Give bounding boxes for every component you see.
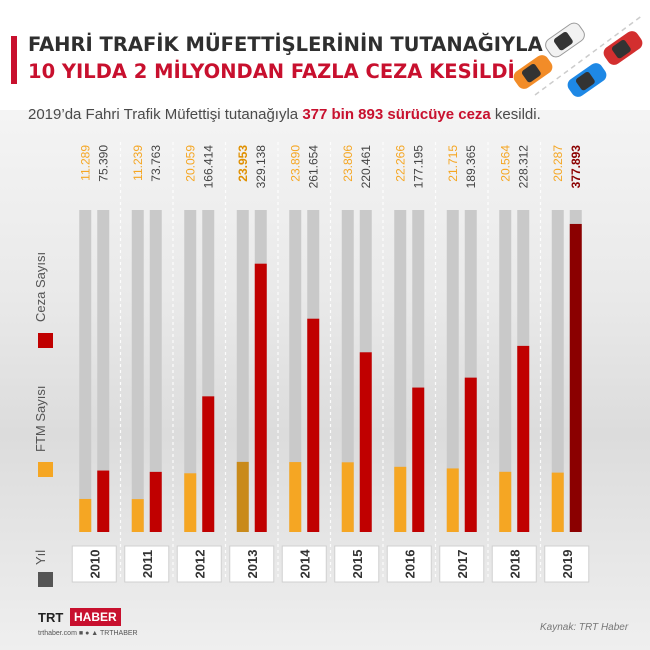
ceza-bar bbox=[569, 223, 582, 533]
ftm-bar bbox=[499, 471, 512, 532]
ftm-bar bbox=[446, 468, 459, 532]
ftm-bar bbox=[184, 473, 197, 532]
ftm-track bbox=[131, 210, 144, 532]
ceza-bar bbox=[307, 318, 320, 532]
logo-haber-text: HABER bbox=[70, 608, 121, 626]
ceza-track bbox=[97, 210, 110, 532]
ftm-value-label: 11.239 bbox=[131, 145, 145, 181]
ceza-bar bbox=[412, 387, 425, 532]
ceza-value-label: 329.138 bbox=[254, 145, 268, 189]
ftm-bar bbox=[289, 462, 302, 532]
year-label: 2019 bbox=[560, 550, 575, 579]
ftm-track bbox=[394, 210, 407, 532]
ftm-track bbox=[499, 210, 512, 532]
ceza-bar bbox=[202, 396, 215, 532]
ftm-bar bbox=[551, 472, 564, 532]
instagram-icon: ● bbox=[85, 630, 90, 637]
year-box bbox=[439, 545, 485, 583]
ftm-value-label: 20.059 bbox=[183, 145, 197, 182]
ceza-value-label: 75.390 bbox=[96, 145, 110, 182]
year-box bbox=[176, 545, 222, 583]
ceza-value-label: 73.763 bbox=[149, 145, 163, 182]
ceza-value-label: 166.414 bbox=[201, 145, 215, 189]
ftm-track bbox=[184, 210, 197, 532]
facebook-icon: ■ bbox=[78, 630, 84, 637]
ftm-bar bbox=[341, 462, 354, 532]
year-label: 2015 bbox=[350, 550, 365, 579]
source-note: Kaynak: TRT Haber bbox=[540, 622, 629, 633]
legend-yil-swatch bbox=[38, 572, 53, 587]
year-label: 2011 bbox=[140, 550, 155, 578]
year-box bbox=[386, 545, 432, 583]
year-label: 2018 bbox=[507, 550, 522, 579]
year-label: 2016 bbox=[402, 550, 417, 579]
title-accent-bar bbox=[11, 36, 17, 84]
ceza-track bbox=[149, 210, 162, 532]
ftm-track bbox=[551, 210, 564, 532]
ceza-bar bbox=[359, 352, 372, 532]
ceza-bar bbox=[517, 345, 530, 532]
year-box bbox=[544, 545, 590, 583]
ftm-value-label: 20.564 bbox=[498, 145, 512, 182]
ftm-track bbox=[446, 210, 459, 532]
year-label: 2012 bbox=[192, 550, 207, 579]
year-box bbox=[229, 545, 275, 583]
footer-site: trthaber.com bbox=[38, 630, 77, 637]
year-box bbox=[491, 545, 537, 583]
footer-handle: TRTHABER bbox=[100, 630, 138, 637]
ceza-value-label: 177.195 bbox=[411, 145, 425, 189]
legend-ceza-swatch bbox=[38, 333, 53, 348]
title-line-1: FAHRİ TRAFİK MÜFETTİŞLERİNİN TUTANAĞIYLA bbox=[28, 33, 543, 56]
ceza-bar bbox=[149, 471, 162, 532]
subtitle-suffix: kesildi. bbox=[490, 106, 541, 123]
ftm-value-label: 23.890 bbox=[288, 145, 302, 182]
ceza-bar bbox=[254, 263, 267, 532]
ftm-value-label: 23.806 bbox=[341, 145, 355, 182]
subtitle: 2019’da Fahri Trafik Müfettişi tutanağıy… bbox=[28, 106, 541, 123]
year-box bbox=[124, 545, 170, 583]
year-label: 2010 bbox=[87, 550, 102, 579]
ftm-value-label: 23.953 bbox=[236, 145, 250, 182]
cars-illustration bbox=[513, 14, 644, 97]
ceza-value-label: 377.893 bbox=[569, 145, 583, 189]
ftm-value-label: 20.287 bbox=[551, 145, 565, 182]
ceza-value-label: 189.365 bbox=[464, 145, 478, 189]
ceza-value-label: 220.461 bbox=[359, 145, 373, 189]
logo-trt-text: TRT bbox=[38, 610, 64, 625]
year-label: 2013 bbox=[245, 550, 260, 579]
legend-ftm-swatch bbox=[38, 462, 53, 477]
year-box bbox=[281, 545, 327, 583]
trt-haber-logo: TRT HABER bbox=[38, 607, 122, 627]
subtitle-highlight: 377 bin 893 sürücüye ceza bbox=[302, 106, 491, 123]
ftm-value-label: 22.266 bbox=[393, 145, 407, 182]
year-box bbox=[334, 545, 380, 583]
ftm-track bbox=[79, 210, 92, 532]
year-label: 2017 bbox=[455, 550, 470, 579]
ftm-value-label: 21.715 bbox=[446, 145, 460, 182]
ceza-bar bbox=[464, 377, 477, 532]
ftm-track bbox=[236, 210, 249, 532]
footer-social: trthaber.com ■ ● ▲ TRTHABER bbox=[38, 630, 138, 637]
ceza-bar bbox=[97, 470, 110, 532]
ftm-value-label: 11.289 bbox=[78, 145, 92, 181]
ftm-bar bbox=[131, 499, 144, 532]
subtitle-prefix: 2019’da Fahri Trafik Müfettişi tutanağıy… bbox=[28, 106, 303, 123]
ftm-track bbox=[289, 210, 302, 532]
ceza-value-label: 261.654 bbox=[306, 145, 320, 189]
ftm-bar bbox=[79, 498, 92, 532]
ftm-bar bbox=[394, 466, 407, 532]
ftm-bar bbox=[236, 461, 249, 532]
title-line-2: 10 YILDA 2 MİLYONDAN FAZLA CEZA KESİLDİ bbox=[28, 60, 515, 83]
twitter-icon: ▲ bbox=[91, 630, 99, 637]
year-box bbox=[71, 545, 117, 583]
ceza-value-label: 228.312 bbox=[516, 145, 530, 189]
ftm-track bbox=[341, 210, 354, 532]
year-label: 2014 bbox=[297, 549, 312, 579]
